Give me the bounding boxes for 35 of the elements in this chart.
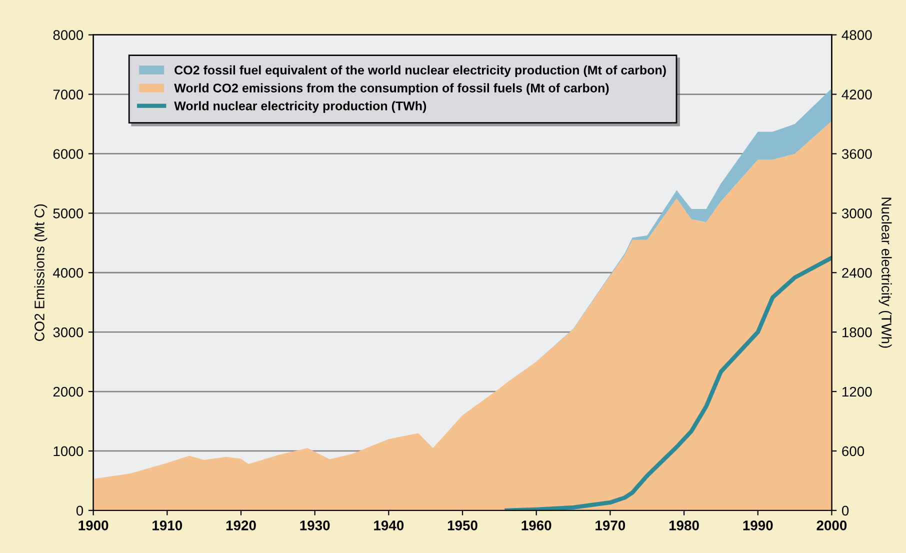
- x-tick-label: 1990: [743, 520, 773, 530]
- y2-tick-label: 4200: [842, 90, 872, 100]
- y2-axis-title: Nuclear electricity (TWh): [878, 198, 892, 348]
- x-tick-label: 1920: [226, 520, 256, 530]
- x-tick-label: 1970: [596, 520, 626, 530]
- y-tick-label: 3000: [53, 327, 84, 338]
- y-tick-label: 1000: [54, 446, 84, 456]
- x-tick-label: 1910: [152, 520, 182, 530]
- y2-tick-label: 2400: [842, 268, 872, 278]
- y-tick-label: 0: [76, 506, 84, 516]
- y2-tick-label: 3600: [842, 149, 872, 159]
- y-tick-label: 7000: [53, 90, 84, 100]
- y2-tick-label: 0: [842, 506, 849, 516]
- x-tick-label: 2000: [816, 520, 847, 530]
- y2-tick-label: 1800: [842, 327, 872, 338]
- y-tick-label: 4000: [53, 268, 84, 278]
- y-tick-label: 2000: [53, 386, 84, 397]
- legend-label: World CO2 emissions from the consumption of fossil fuels (Mt of carbon): [174, 83, 609, 95]
- y2-tick-label: 4800: [842, 30, 872, 40]
- y-tick-label: 8000: [53, 30, 84, 40]
- x-tick-label: 1900: [78, 520, 108, 530]
- x-tick-label: 1940: [374, 520, 404, 530]
- y2-tick-label: 3000: [842, 208, 872, 218]
- y-axis-title: CO2 Emissions (Mt C): [34, 204, 48, 341]
- y-tick-label: 6000: [53, 149, 84, 159]
- legend-label: CO2 fossil fuel equivalent of the world nuclear electricity production (Mt of carbon): [174, 65, 666, 78]
- legend-label: World nuclear electricity production (TWh): [174, 101, 426, 113]
- x-tick-label: 1950: [448, 520, 478, 530]
- line-series: [504, 256, 832, 510]
- x-tick-label: 1930: [300, 520, 330, 530]
- x-tick-label: 1960: [522, 520, 552, 530]
- y2-tick-label: 1200: [842, 386, 872, 397]
- y2-tick-label: 600: [842, 446, 864, 456]
- y-tick-label: 5000: [53, 208, 84, 218]
- x-tick-label: 1980: [669, 520, 699, 530]
